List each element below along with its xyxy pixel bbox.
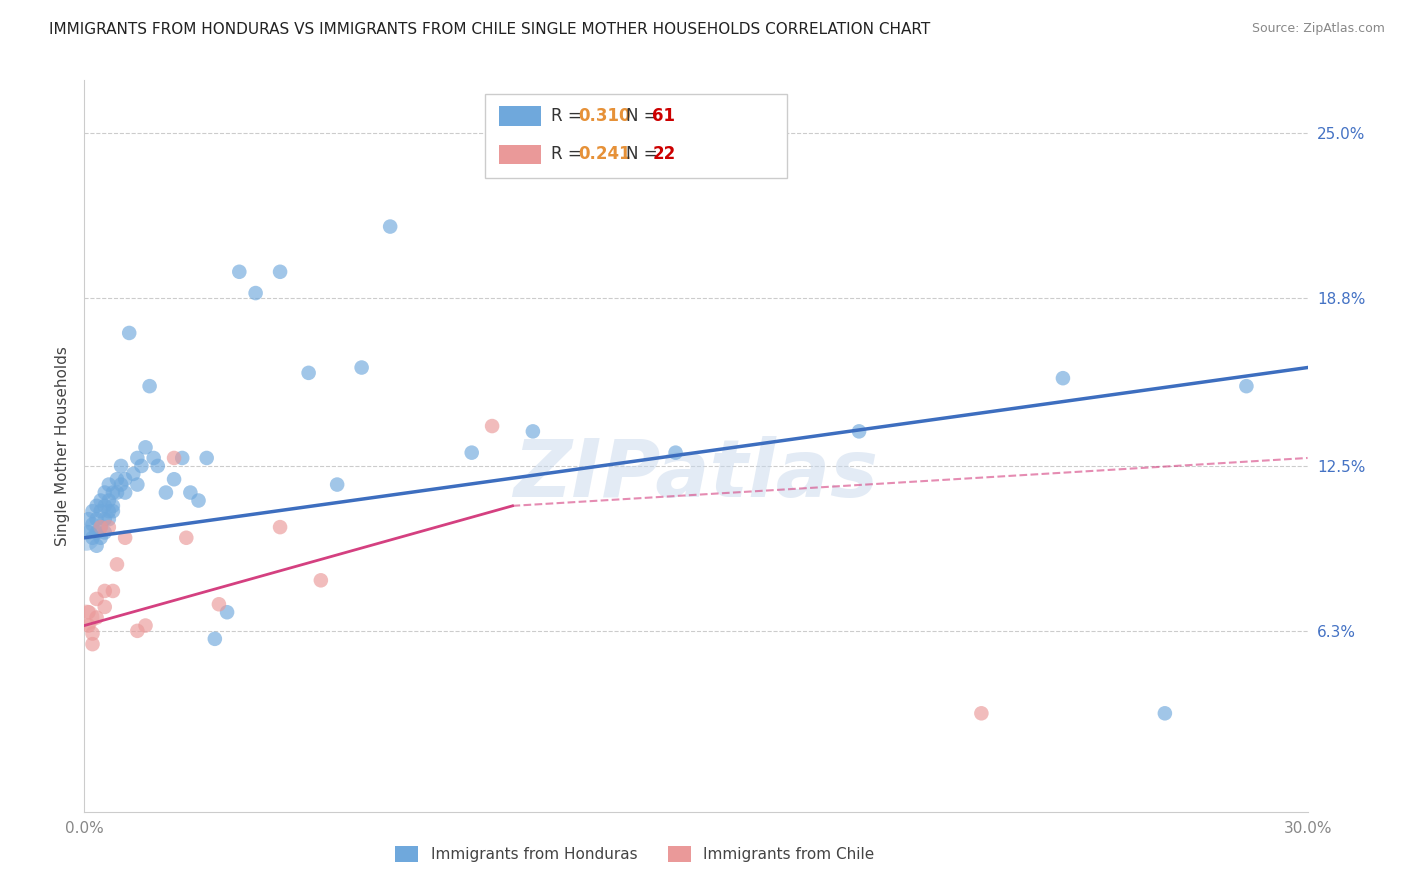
Point — [1236, 379, 1258, 393]
Point — [86, 525, 108, 540]
Point — [101, 485, 124, 500]
Point — [187, 493, 209, 508]
Point — [179, 485, 201, 500]
Text: R =: R = — [551, 145, 588, 163]
Point — [82, 637, 104, 651]
Point — [1154, 706, 1177, 721]
Point — [82, 626, 104, 640]
Point — [105, 485, 128, 500]
Point — [105, 472, 128, 486]
Point — [131, 458, 153, 473]
Text: R =: R = — [551, 107, 588, 125]
Point — [90, 504, 112, 518]
Point — [86, 539, 108, 553]
Text: 61: 61 — [652, 107, 675, 125]
Point — [114, 472, 136, 486]
Point — [93, 525, 115, 540]
Point — [86, 499, 108, 513]
Text: 0.310: 0.310 — [578, 107, 630, 125]
Point — [298, 366, 321, 380]
Point — [75, 610, 97, 624]
Point — [110, 458, 132, 473]
Legend: Immigrants from Honduras, Immigrants from Chile: Immigrants from Honduras, Immigrants fro… — [388, 838, 882, 870]
Point — [122, 467, 145, 481]
Point — [114, 531, 136, 545]
Point — [82, 531, 104, 545]
Point — [309, 574, 332, 588]
Point — [135, 618, 157, 632]
Text: Source: ZipAtlas.com: Source: ZipAtlas.com — [1251, 22, 1385, 36]
Text: 0.241: 0.241 — [578, 145, 630, 163]
Point — [90, 520, 112, 534]
Point — [97, 504, 120, 518]
Point — [522, 425, 544, 439]
Text: ZIPatlas: ZIPatlas — [513, 436, 879, 515]
Point — [90, 493, 112, 508]
Point — [1052, 371, 1074, 385]
Point — [481, 419, 503, 434]
Point — [86, 610, 108, 624]
Point — [101, 584, 124, 599]
Point — [82, 517, 104, 532]
Point — [82, 504, 104, 518]
Point — [97, 520, 120, 534]
Point — [93, 584, 115, 599]
Point — [97, 477, 120, 491]
Point — [350, 360, 373, 375]
Text: N =: N = — [626, 145, 662, 163]
Point — [142, 450, 165, 465]
Point — [93, 499, 115, 513]
Point — [77, 618, 100, 632]
Point — [77, 512, 100, 526]
Point — [135, 440, 157, 454]
Point — [86, 512, 108, 526]
Point — [380, 219, 402, 234]
Point — [114, 485, 136, 500]
Point — [93, 485, 115, 500]
Point — [228, 265, 250, 279]
Point — [155, 485, 177, 500]
Point — [86, 591, 108, 606]
Point — [172, 450, 194, 465]
Point — [77, 525, 100, 540]
Point — [174, 531, 197, 545]
Point — [97, 512, 120, 526]
Point — [848, 425, 870, 439]
Point — [75, 531, 97, 545]
Point — [93, 599, 115, 614]
Point — [101, 499, 124, 513]
Point — [269, 520, 291, 534]
Text: IMMIGRANTS FROM HONDURAS VS IMMIGRANTS FROM CHILE SINGLE MOTHER HOUSEHOLDS CORRE: IMMIGRANTS FROM HONDURAS VS IMMIGRANTS F… — [49, 22, 931, 37]
Y-axis label: Single Mother Households: Single Mother Households — [55, 346, 70, 546]
Point — [970, 706, 993, 721]
Point — [127, 450, 149, 465]
Point — [101, 504, 124, 518]
Point — [90, 520, 112, 534]
Point — [269, 265, 291, 279]
Point — [127, 624, 149, 638]
Point — [127, 477, 149, 491]
Point — [110, 477, 132, 491]
Point — [163, 472, 186, 486]
Text: 22: 22 — [652, 145, 676, 163]
Point — [245, 286, 267, 301]
Point — [77, 605, 100, 619]
Point — [163, 450, 186, 465]
Point — [204, 632, 226, 646]
Point — [208, 597, 231, 611]
Point — [105, 558, 128, 572]
Point — [326, 477, 349, 491]
Point — [195, 450, 218, 465]
Point — [118, 326, 141, 340]
Point — [146, 458, 169, 473]
Point — [97, 493, 120, 508]
Point — [138, 379, 160, 393]
Point — [665, 445, 688, 459]
Text: N =: N = — [626, 107, 662, 125]
Point — [90, 531, 112, 545]
Point — [93, 512, 115, 526]
Point — [217, 605, 239, 619]
Point — [461, 445, 484, 459]
